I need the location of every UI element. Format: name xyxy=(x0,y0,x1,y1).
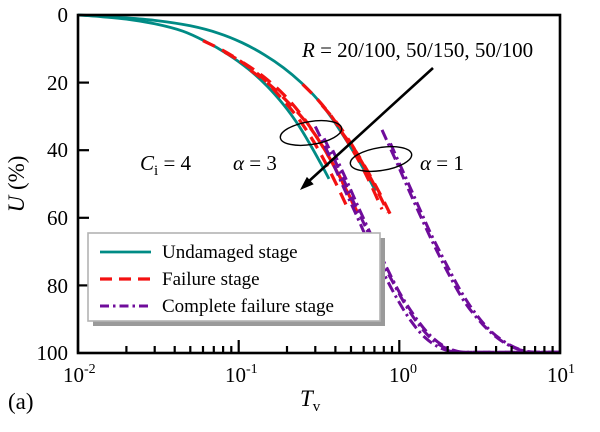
curve-undamaged-alpha3 xyxy=(77,13,331,180)
y-tick-80: 80 xyxy=(47,274,68,298)
text-annotations: R = 20/100, 50/150, 50/100 Ci = 4 α = 3 … xyxy=(140,38,533,179)
curve-failure-alpha3-r2 xyxy=(223,50,357,209)
x-tick-1e-1: 10-1 xyxy=(225,362,258,387)
curve-failure-alpha1-r2 xyxy=(320,104,390,214)
curve-failure-alpha1-r1 xyxy=(301,83,384,210)
y-axis-title: U (%) xyxy=(4,156,29,213)
y-tick-60: 60 xyxy=(47,206,68,230)
x-tick-labels: 10-2 10-1 100 101 xyxy=(63,362,575,387)
figure-label: (a) xyxy=(8,389,34,414)
y-axis-ticks xyxy=(78,81,89,287)
x-tick-1e-2: 10-2 xyxy=(63,362,96,387)
x-tick-1e0: 100 xyxy=(389,362,417,387)
annotation-geometry xyxy=(279,67,434,190)
curve-failure-alpha1-r3 xyxy=(339,129,394,219)
ci-annotation: Ci = 4 xyxy=(140,151,192,179)
legend-label-failure: Failure stage xyxy=(162,269,260,290)
legend-box xyxy=(87,232,381,322)
r-annotation-arrow xyxy=(307,67,434,183)
y-tick-20: 20 xyxy=(47,71,68,95)
y-tick-labels: 0 20 40 60 80 100 xyxy=(37,3,69,365)
legend: Undamaged stage Failure stage Complete f… xyxy=(87,232,385,326)
curve-failure-alpha3-r3 xyxy=(249,68,360,214)
alpha3-annotation: α = 3 xyxy=(233,151,277,175)
curve-group-ellipse-alpha3 xyxy=(279,119,343,147)
y-tick-100: 100 xyxy=(37,341,69,365)
legend-label-complete-failure: Complete failure stage xyxy=(162,296,334,317)
plot-border xyxy=(76,13,562,355)
curve-complete-failure-alpha1-r1 xyxy=(380,129,560,355)
y-tick-40: 40 xyxy=(47,138,68,162)
x-axis-ticks xyxy=(76,340,562,353)
r-values-annotation: R = 20/100, 50/150, 50/100 xyxy=(301,38,533,62)
curve-group-ellipse-alpha1 xyxy=(349,145,413,173)
y-tick-0: 0 xyxy=(58,3,69,27)
curve-failure-alpha3-r1 xyxy=(202,39,349,209)
legend-label-undamaged: Undamaged stage xyxy=(162,242,298,263)
arrow-head xyxy=(300,176,314,190)
x-tick-1e1: 101 xyxy=(547,362,575,387)
alpha1-annotation: α = 1 xyxy=(420,151,464,175)
curve-complete-failure-alpha1-r2 xyxy=(389,142,561,354)
x-axis-title: Tv xyxy=(300,386,321,415)
